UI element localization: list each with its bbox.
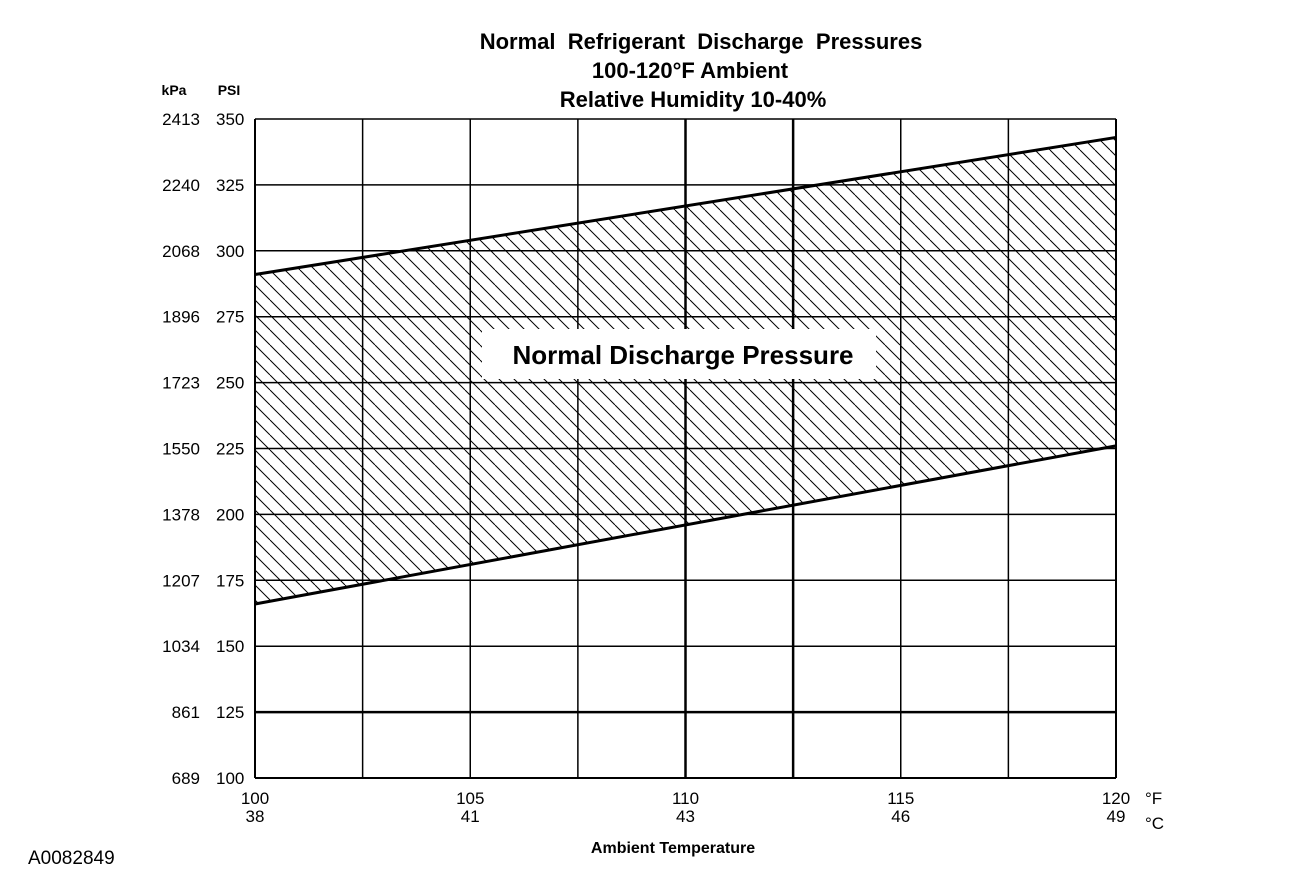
- y-axis-ticks: 2413 350 2240 325 2068 300 1896 275 1723 250 1550 2…: [162, 110, 244, 788]
- y-tick-label-psi: 225: [216, 440, 244, 459]
- y-tick-label-psi: 175: [216, 571, 244, 590]
- y-tick-label-kpa: 1207: [162, 571, 200, 590]
- y-tick-label-kpa: 2068: [162, 242, 200, 261]
- y-tick-label-kpa: 689: [172, 769, 200, 788]
- title-line-3: Relative Humidity 10-40%: [560, 87, 827, 112]
- y-tick-label-psi: 325: [216, 176, 244, 195]
- lower-limit-line: [254, 444, 1117, 606]
- x-unit-celsius: °C: [1145, 814, 1164, 833]
- y-tick-label-kpa: 1550: [162, 440, 200, 459]
- x-tick-label-f: 100: [241, 789, 269, 808]
- y-tick-label-kpa: 1378: [162, 505, 200, 524]
- y-tick-label-psi: 350: [216, 110, 244, 129]
- band-label: Normal Discharge Pressure: [512, 340, 853, 370]
- x-unit-fahrenheit: °F: [1145, 789, 1162, 808]
- y-tick-label-psi: 100: [216, 769, 244, 788]
- figure-id: A0082849: [28, 848, 115, 869]
- x-tick-label-c: 43: [676, 807, 695, 826]
- y-tick-label-kpa: 861: [172, 703, 200, 722]
- chart-title: Normal Refrigerant Discharge Pressures 1…: [480, 29, 923, 112]
- y-tick-label-psi: 300: [216, 242, 244, 261]
- x-tick-label-c: 38: [246, 807, 265, 826]
- upper-limit-line: [254, 135, 1117, 277]
- title-line-1: Normal Refrigerant Discharge Pressures: [480, 29, 923, 54]
- x-axis-label: Ambient Temperature: [591, 840, 755, 857]
- y-tick-label-kpa: 1723: [162, 374, 200, 393]
- x-tick-label-c: 49: [1107, 807, 1126, 826]
- y-tick-label-kpa: 1034: [162, 637, 200, 656]
- title-line-2: 100-120°F Ambient: [592, 58, 789, 83]
- y-tick-label-kpa: 2240: [162, 176, 200, 195]
- x-tick-label-f: 110: [672, 789, 699, 808]
- y-tick-label-psi: 150: [216, 637, 244, 656]
- y-tick-label-kpa: 2413: [162, 110, 200, 129]
- y-tick-label-psi: 275: [216, 308, 244, 327]
- y-tick-label-kpa: 1896: [162, 308, 200, 327]
- y-tick-label-psi: 250: [216, 374, 244, 393]
- x-tick-label-f: 105: [456, 789, 484, 808]
- x-tick-label-c: 41: [461, 807, 480, 826]
- x-tick-label-c: 46: [891, 807, 910, 826]
- band-label-background: [482, 329, 876, 379]
- y-tick-label-psi: 125: [216, 703, 244, 722]
- y-unit-psi: PSI: [218, 82, 241, 98]
- x-tick-label-f: 115: [887, 789, 914, 808]
- x-tick-label-f: 120: [1102, 789, 1130, 808]
- y-tick-label-psi: 200: [216, 505, 244, 524]
- y-unit-kpa: kPa: [162, 82, 187, 98]
